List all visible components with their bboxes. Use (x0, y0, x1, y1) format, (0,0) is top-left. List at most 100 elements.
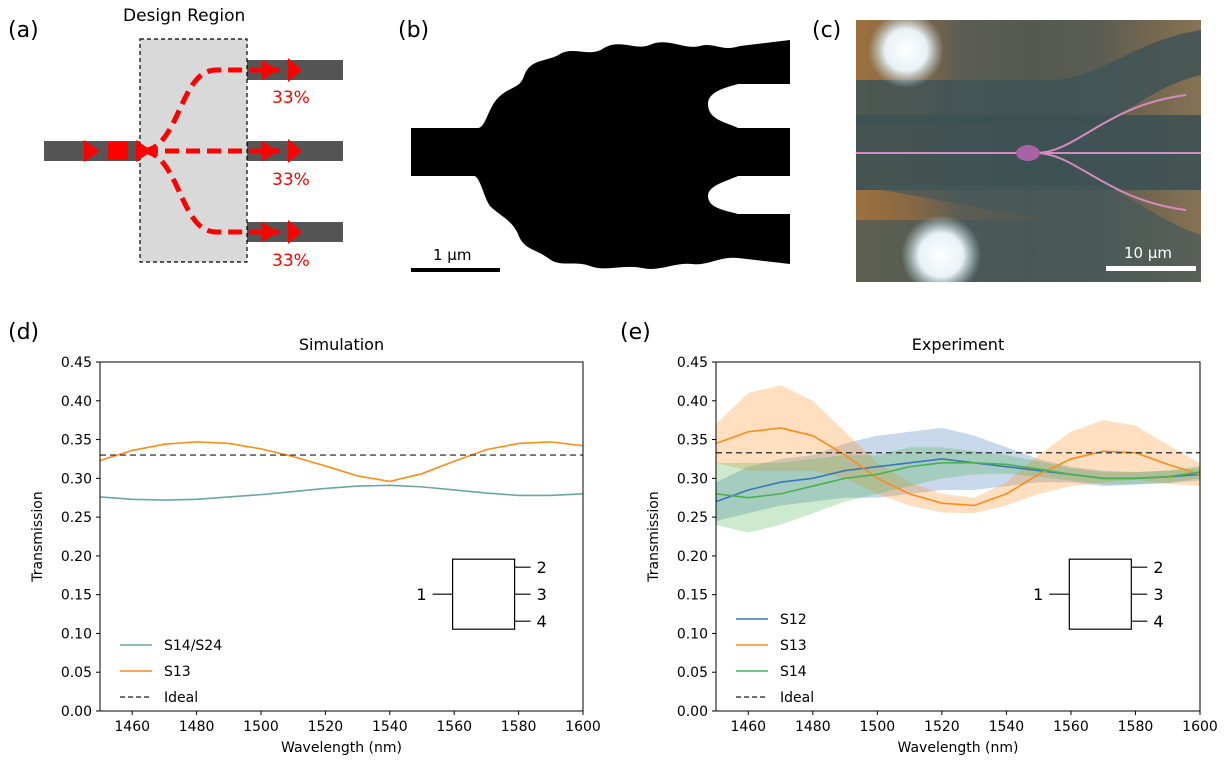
sim-ytick-label: 0.40 (61, 394, 92, 410)
sim-ylabel: Transmission (30, 491, 46, 582)
design-region-title: Design Region (123, 6, 246, 26)
scale-bar-1um (411, 268, 500, 272)
panel-a-label: (a) (8, 18, 39, 43)
sim-xtick-label: 1500 (243, 719, 279, 735)
sim-xtick-label: 1520 (308, 719, 344, 735)
sim-ytick-label: 0.30 (61, 471, 92, 487)
output-arrow-top-1 (262, 60, 278, 80)
sim-xtick-label: 1600 (565, 719, 600, 735)
percentage-bottom: 33% (272, 251, 310, 271)
exp-legend-label: S13 (780, 638, 807, 654)
exp-ytick-label: 0.15 (677, 588, 708, 604)
scale-bar-10um-label: 10 μm (1124, 244, 1173, 262)
panel-b-label: (b) (398, 18, 430, 43)
output-arrow-top-2 (288, 58, 302, 82)
exp-inset-port-2: 2 (1153, 558, 1163, 577)
input-arrow-2 (136, 140, 152, 162)
scale-bar-1um-label: 1 μm (433, 246, 472, 264)
exp-ytick-label: 0.10 (677, 626, 708, 642)
exp-xtick-label: 1520 (924, 719, 960, 735)
output-trace-top (1035, 94, 1187, 154)
exp-xtick-label: 1540 (989, 719, 1025, 735)
exp-inset-port-1: 1 (1033, 585, 1043, 604)
panel-c-label: (c) (812, 18, 842, 43)
exp-legend-label: Ideal (780, 690, 814, 706)
exp-ytick-label: 0.00 (677, 704, 708, 720)
exp-xtick-label: 1500 (860, 719, 896, 735)
exp-ytick-label: 0.45 (677, 355, 708, 371)
sim-xtick-label: 1560 (436, 719, 472, 735)
sim-ytick-label: 0.35 (61, 433, 92, 449)
sim-line-s14-s24 (99, 484, 584, 501)
sim-line-s13 (99, 441, 584, 483)
exp-legend-label: S12 (780, 612, 807, 628)
sim-inset-box (451, 558, 516, 630)
output-trace-bottom (1035, 152, 1187, 211)
simulation-chart: Simulation 1460 1480 1500 1520 1540 1560 1580 16… (30, 335, 600, 756)
experiment-chart: Experiment 1460 1480 1500 1520 1540 1560 1580 16… (646, 335, 1218, 756)
fiber-spot-bottom (901, 215, 981, 282)
exp-legend-label: S14 (780, 664, 807, 680)
splitter-schematic (44, 38, 343, 263)
exp-ytick-label: 0.40 (677, 394, 708, 410)
exp-band-s12 (716, 427, 1200, 521)
output-arrow-middle-1 (262, 141, 278, 161)
sim-inset-port-2: 2 (537, 558, 547, 577)
exp-xtick-label: 1580 (1118, 719, 1154, 735)
exp-inset-port-3: 3 (1153, 585, 1163, 604)
exp-plot-frame (715, 361, 1201, 712)
panel-d-label: (d) (8, 320, 40, 345)
sim-ytick-label: 0.05 (61, 665, 92, 681)
exp-ytick-label: 0.30 (677, 471, 708, 487)
panel-e-label: (e) (620, 320, 651, 345)
exp-band-s13 (716, 385, 1200, 514)
exp-inset-box (1068, 558, 1132, 630)
sim-xtick-label: 1540 (372, 719, 408, 735)
output-arrow-bottom-2 (288, 220, 302, 244)
sim-ytick-label: 0.45 (61, 355, 92, 371)
sim-xtick-label: 1580 (501, 719, 537, 735)
splitter-device (1016, 145, 1040, 161)
sim-legend-label: S13 (164, 664, 191, 680)
exp-ytick-label: 0.20 (677, 549, 708, 565)
exp-ylabel: Transmission (646, 491, 662, 582)
exp-xtick-label: 1480 (795, 719, 831, 735)
input-arrow-1 (84, 140, 100, 162)
exp-band-s14 (716, 447, 1200, 533)
fiber-spot-top (868, 20, 944, 88)
sim-xtick-label: 1460 (114, 719, 150, 735)
sim-ytick-label: 0.10 (61, 626, 92, 642)
exp-line-s14 (715, 462, 1201, 499)
sim-xlabel: Wavelength (nm) (281, 740, 402, 756)
exp-ytick-label: 0.05 (677, 665, 708, 681)
sim-legend-label: Ideal (164, 690, 198, 706)
sim-xtick-label: 1480 (179, 719, 215, 735)
input-source-block (108, 142, 128, 160)
top-cladding-band (856, 30, 1201, 125)
sim-inset-port-3: 3 (537, 585, 547, 604)
sim-ytick-label: 0.20 (61, 549, 92, 565)
output-arrow-bottom-1 (262, 222, 278, 242)
exp-xtick-label: 1460 (730, 719, 766, 735)
exp-xtick-label: 1560 (1053, 719, 1089, 735)
scale-bar-10um (1106, 266, 1196, 271)
sim-plot-frame (99, 361, 584, 712)
sim-inset-port-1: 1 (416, 585, 426, 604)
exp-title: Experiment (912, 335, 1004, 354)
sim-ytick-label: 0.00 (61, 704, 92, 720)
sim-legend-label: S14/S24 (164, 638, 222, 654)
exp-inset-port-4: 4 (1153, 612, 1163, 631)
light-path-top (143, 67, 280, 154)
exp-ytick-label: 0.25 (677, 510, 708, 526)
exp-xtick-label: 1600 (1182, 719, 1218, 735)
output-arrow-middle-2 (288, 139, 302, 163)
exp-line-s13 (715, 427, 1201, 507)
percentage-middle: 33% (272, 170, 310, 190)
sim-inset-port-4: 4 (537, 612, 547, 631)
light-path-bottom (143, 148, 280, 235)
percentage-top: 33% (272, 88, 310, 108)
exp-xlabel: Wavelength (nm) (898, 740, 1019, 756)
device-micrograph: 10 μm (856, 20, 1201, 282)
exp-ytick-label: 0.35 (677, 433, 708, 449)
sim-ytick-label: 0.15 (61, 588, 92, 604)
